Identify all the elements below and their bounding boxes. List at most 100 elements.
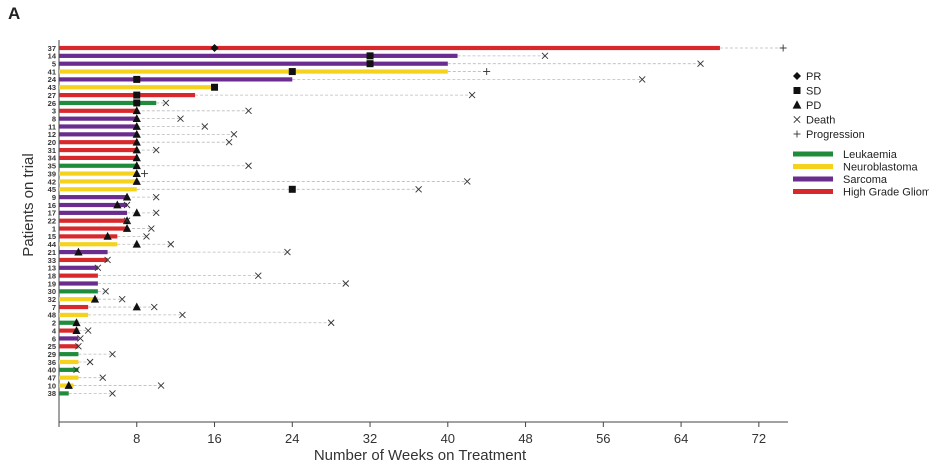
legend-group-label: Leukaemia bbox=[843, 149, 898, 161]
pd-marker bbox=[74, 247, 83, 256]
x-tick-label: 72 bbox=[752, 431, 766, 446]
treatment-bar bbox=[59, 77, 293, 82]
patient-id-label: 15 bbox=[48, 232, 56, 241]
treatment-bar bbox=[59, 155, 137, 160]
pd-marker bbox=[122, 224, 132, 232]
patient-id-label: 2 bbox=[52, 319, 56, 328]
treatment-bar bbox=[59, 171, 137, 176]
treatment-bar bbox=[59, 304, 89, 310]
treatment-bar bbox=[59, 202, 128, 208]
treatment-bar bbox=[59, 147, 137, 153]
death-marker bbox=[99, 374, 107, 382]
x-tick-label: 32 bbox=[363, 431, 377, 446]
patient-id-label: 27 bbox=[48, 91, 56, 100]
treatment-bar bbox=[59, 195, 128, 200]
death-marker bbox=[415, 185, 422, 193]
death-marker bbox=[638, 76, 646, 83]
treatment-bar bbox=[59, 61, 448, 66]
treatment-bar bbox=[59, 336, 79, 341]
pd-marker bbox=[132, 176, 141, 185]
patient-id-label: 37 bbox=[48, 44, 56, 53]
legend-group-label: Neuroblastoma bbox=[843, 162, 918, 174]
progression-marker bbox=[483, 68, 491, 76]
death-marker bbox=[152, 209, 160, 217]
pd-marker bbox=[122, 192, 132, 201]
x-tick-label: 64 bbox=[674, 431, 688, 446]
legend-swatch bbox=[793, 164, 833, 169]
treatment-bar bbox=[59, 218, 128, 223]
treatment-bar bbox=[59, 289, 98, 294]
death-marker bbox=[541, 52, 549, 60]
treatment-bar bbox=[59, 187, 137, 192]
patient-id-label: 34 bbox=[48, 154, 57, 163]
death-marker bbox=[77, 335, 84, 342]
treatment-bar bbox=[59, 85, 215, 90]
patient-id-label: 40 bbox=[48, 366, 56, 375]
legend-pr-icon bbox=[793, 72, 801, 80]
death-marker bbox=[245, 107, 252, 115]
x-tick-label: 40 bbox=[441, 431, 455, 446]
patient-id-label: 43 bbox=[48, 83, 56, 92]
treatment-bar bbox=[59, 328, 79, 333]
patient-id-label: 16 bbox=[48, 201, 56, 210]
death-marker bbox=[201, 123, 209, 130]
death-marker bbox=[327, 319, 335, 327]
legend-swatch bbox=[793, 176, 833, 182]
patient-id-label: 18 bbox=[48, 271, 56, 280]
death-marker bbox=[162, 99, 170, 107]
patient-id-label: 39 bbox=[48, 169, 56, 178]
pd-marker bbox=[132, 122, 141, 130]
death-marker bbox=[109, 390, 116, 397]
pd-marker bbox=[132, 239, 141, 248]
treatment-bar bbox=[59, 163, 137, 168]
legend-sd-icon bbox=[793, 87, 801, 94]
patient-id-label: 44 bbox=[48, 240, 57, 249]
death-marker bbox=[167, 240, 175, 248]
patient-id-label: 31 bbox=[48, 146, 56, 155]
legend-marker-label: Death bbox=[806, 115, 835, 127]
death-marker bbox=[84, 327, 92, 334]
patient-id-label: 29 bbox=[48, 350, 56, 359]
patient-id-label: 32 bbox=[48, 295, 56, 304]
patient-id-label: 22 bbox=[48, 217, 56, 226]
death-marker bbox=[104, 256, 111, 264]
sd-marker bbox=[133, 99, 141, 107]
death-marker bbox=[463, 178, 471, 185]
legend-group-label: High Grade Glioma bbox=[843, 187, 929, 199]
patient-id-label: 3 bbox=[52, 107, 56, 116]
pd-marker bbox=[113, 200, 122, 209]
progression-marker bbox=[141, 170, 149, 178]
pd-marker bbox=[132, 208, 141, 217]
pd-marker bbox=[132, 106, 141, 115]
treatment-bar bbox=[59, 210, 128, 215]
treatment-bar bbox=[59, 312, 89, 317]
treatment-bar bbox=[59, 257, 108, 263]
patient-id-label: 30 bbox=[48, 287, 56, 296]
treatment-bar bbox=[59, 242, 118, 247]
patient-id-label: 10 bbox=[48, 381, 56, 390]
progression-marker bbox=[779, 44, 787, 52]
patient-id-label: 47 bbox=[48, 374, 56, 383]
pd-marker bbox=[72, 318, 81, 327]
legend-progression-icon bbox=[793, 130, 801, 138]
treatment-bar bbox=[59, 69, 448, 74]
death-marker bbox=[157, 382, 165, 389]
treatment-bar bbox=[59, 179, 137, 184]
pd-marker bbox=[72, 326, 81, 334]
treatment-bar bbox=[59, 344, 79, 349]
legend-marker-label: PR bbox=[806, 71, 821, 83]
death-marker bbox=[152, 146, 160, 154]
death-marker bbox=[73, 366, 80, 374]
sd-marker bbox=[133, 91, 141, 99]
y-axis-title: Patients on trial bbox=[20, 153, 37, 256]
treatment-bar bbox=[59, 359, 79, 365]
patient-id-label: 26 bbox=[48, 99, 56, 108]
death-marker bbox=[143, 233, 150, 240]
death-marker bbox=[225, 138, 233, 146]
death-marker bbox=[150, 303, 158, 311]
sd-marker bbox=[288, 185, 296, 193]
sd-marker bbox=[133, 75, 141, 83]
patient-id-label: 14 bbox=[48, 52, 57, 61]
patient-id-label: 24 bbox=[48, 75, 57, 84]
treatment-bar bbox=[59, 140, 137, 145]
